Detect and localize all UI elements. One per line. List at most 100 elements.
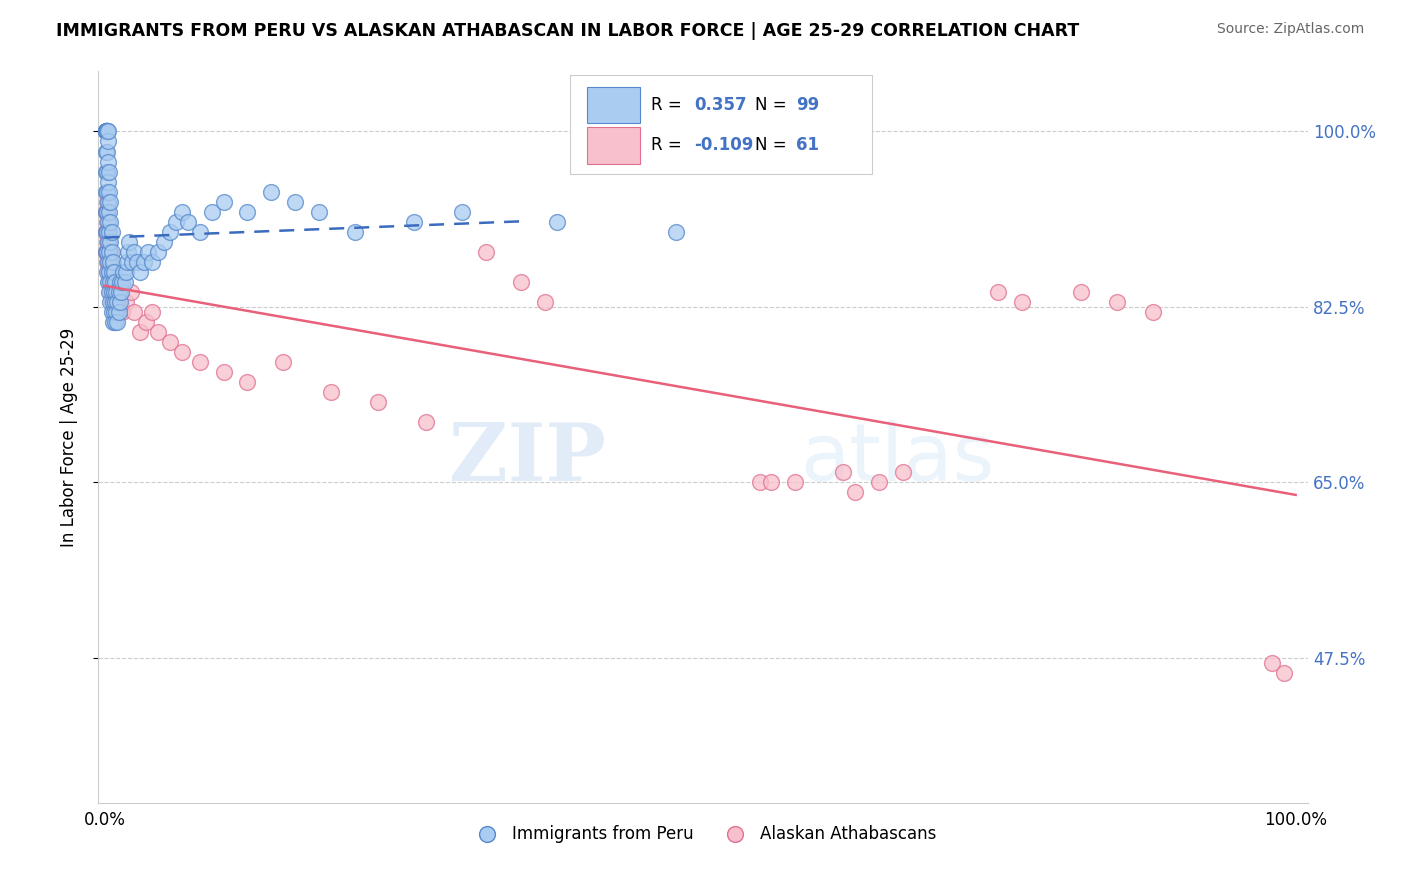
Point — [129, 265, 152, 279]
Point — [236, 204, 259, 219]
Point — [94, 204, 117, 219]
Point — [112, 265, 135, 279]
Point — [94, 124, 117, 138]
Point — [108, 294, 131, 309]
Point — [122, 244, 145, 259]
Point — [97, 194, 120, 209]
Point — [114, 265, 136, 279]
Point — [98, 275, 121, 289]
Point — [94, 204, 117, 219]
Point — [1070, 285, 1092, 299]
Point — [101, 275, 124, 289]
Point — [111, 275, 134, 289]
Point — [125, 254, 148, 268]
Point — [891, 465, 914, 479]
Text: ZIP: ZIP — [450, 420, 606, 498]
Point — [94, 225, 117, 239]
Point — [96, 124, 118, 138]
Point — [111, 305, 134, 319]
Point — [110, 285, 132, 299]
Text: 99: 99 — [796, 96, 820, 114]
Point — [200, 204, 222, 219]
Point — [159, 334, 181, 349]
Point — [96, 124, 118, 138]
Text: R =: R = — [651, 136, 688, 154]
Point — [97, 154, 120, 169]
Point — [98, 285, 121, 299]
Point — [98, 185, 121, 199]
Point — [103, 265, 125, 279]
Point — [103, 285, 125, 299]
Point — [105, 294, 128, 309]
Point — [665, 225, 688, 239]
Point — [96, 124, 118, 138]
Point — [94, 124, 117, 138]
Point — [761, 475, 783, 490]
FancyBboxPatch shape — [586, 128, 640, 164]
Point — [132, 254, 155, 268]
Point — [177, 214, 200, 228]
Point — [96, 185, 118, 199]
Text: N =: N = — [755, 136, 792, 154]
Point — [120, 285, 142, 299]
Point — [98, 164, 121, 178]
FancyBboxPatch shape — [569, 75, 872, 174]
Point — [135, 315, 157, 329]
Point — [96, 124, 118, 138]
Point — [987, 285, 1010, 299]
Point — [107, 294, 129, 309]
Point — [141, 254, 163, 268]
Point — [96, 225, 118, 239]
Point — [100, 305, 122, 319]
Point — [170, 204, 193, 219]
Point — [308, 204, 330, 219]
Point — [94, 124, 117, 138]
Point — [367, 395, 389, 409]
Point — [103, 294, 125, 309]
Point — [97, 124, 120, 138]
Point — [98, 265, 121, 279]
Point — [94, 225, 117, 239]
Point — [510, 275, 533, 289]
Point — [94, 244, 117, 259]
Point — [170, 345, 193, 359]
Point — [96, 145, 118, 159]
Point — [129, 325, 152, 339]
Point — [100, 285, 122, 299]
Point — [96, 254, 118, 268]
Point — [534, 294, 557, 309]
Point — [319, 384, 342, 399]
Point — [100, 244, 122, 259]
Point — [104, 285, 127, 299]
Point — [96, 265, 118, 279]
Point — [98, 235, 121, 249]
Point — [117, 244, 139, 259]
Point — [165, 214, 187, 228]
Point — [188, 355, 211, 369]
Point — [100, 275, 122, 289]
Point — [98, 225, 121, 239]
Point — [97, 225, 120, 239]
Point — [101, 315, 124, 329]
Point — [450, 204, 472, 219]
Point — [96, 214, 118, 228]
Point — [98, 265, 121, 279]
Point — [1142, 305, 1164, 319]
Y-axis label: In Labor Force | Age 25-29: In Labor Force | Age 25-29 — [59, 327, 77, 547]
Point — [98, 294, 121, 309]
Text: IMMIGRANTS FROM PERU VS ALASKAN ATHABASCAN IN LABOR FORCE | AGE 25-29 CORRELATIO: IMMIGRANTS FROM PERU VS ALASKAN ATHABASC… — [56, 22, 1080, 40]
Legend: Immigrants from Peru, Alaskan Athabascans: Immigrants from Peru, Alaskan Athabascan… — [463, 818, 943, 849]
Text: R =: R = — [651, 96, 688, 114]
Point — [138, 244, 160, 259]
Point — [105, 305, 128, 319]
Point — [101, 265, 124, 279]
Point — [97, 244, 120, 259]
Point — [1261, 656, 1284, 670]
Point — [115, 254, 138, 268]
Point — [1105, 294, 1128, 309]
Point — [98, 244, 121, 259]
Point — [146, 244, 169, 259]
Point — [271, 355, 294, 369]
Point — [114, 294, 136, 309]
Point — [98, 275, 121, 289]
